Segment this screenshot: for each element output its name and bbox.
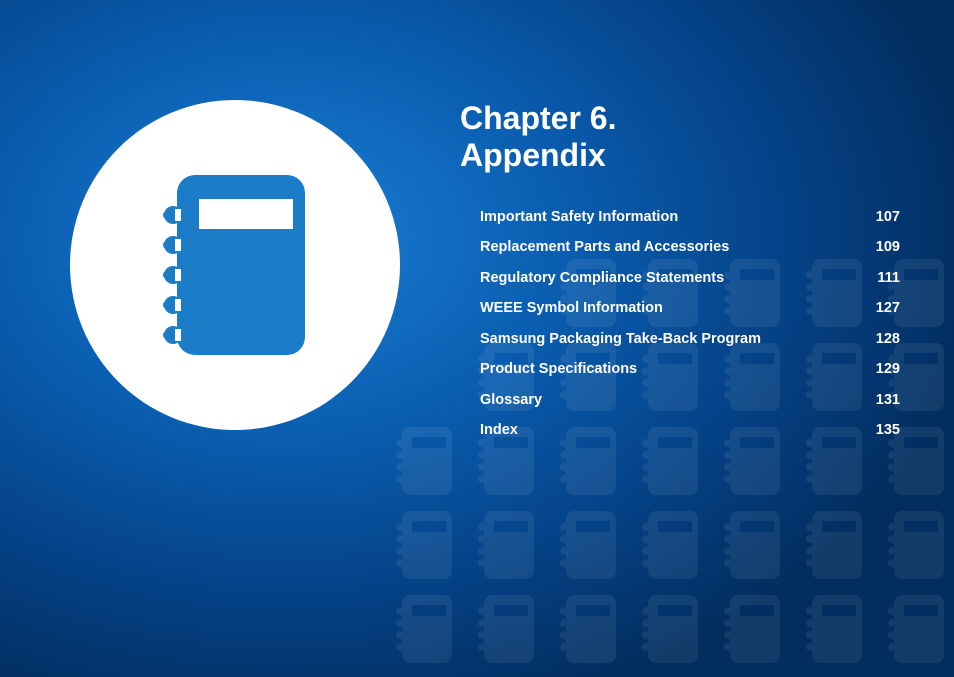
toc-item[interactable]: Index135: [480, 415, 900, 446]
toc-item[interactable]: Glossary131: [480, 385, 900, 416]
toc-item-label: Samsung Packaging Take-Back Program: [480, 332, 850, 347]
toc-item-label: Product Specifications: [480, 362, 850, 377]
toc-item-page: 107: [850, 210, 900, 225]
toc-item-label: Replacement Parts and Accessories: [480, 240, 850, 255]
chapter-title-line1: Chapter 6.: [460, 100, 616, 136]
chapter-icon-circle: [70, 100, 400, 430]
toc-item-label: Important Safety Information: [480, 210, 850, 225]
toc-item-page: 128: [850, 332, 900, 347]
chapter-title-line2: Appendix: [460, 137, 606, 173]
toc-item-page: 127: [850, 301, 900, 316]
toc-item[interactable]: Important Safety Information107: [480, 202, 900, 233]
table-of-contents: Important Safety Information107Replaceme…: [460, 202, 900, 446]
toc-item-page: 111: [850, 271, 900, 286]
toc-item[interactable]: Product Specifications129: [480, 354, 900, 385]
toc-item[interactable]: Regulatory Compliance Statements111: [480, 263, 900, 294]
toc-item-label: Index: [480, 423, 850, 438]
toc-item[interactable]: Samsung Packaging Take-Back Program128: [480, 324, 900, 355]
chapter-content: Chapter 6. Appendix Important Safety Inf…: [460, 100, 900, 446]
toc-item-label: WEEE Symbol Information: [480, 301, 850, 316]
toc-item-label: Glossary: [480, 393, 850, 408]
toc-item-page: 129: [850, 362, 900, 377]
toc-item[interactable]: WEEE Symbol Information127: [480, 293, 900, 324]
toc-item-page: 109: [850, 240, 900, 255]
toc-item-page: 131: [850, 393, 900, 408]
toc-item-label: Regulatory Compliance Statements: [480, 271, 850, 286]
chapter-title: Chapter 6. Appendix: [460, 100, 900, 174]
toc-item[interactable]: Replacement Parts and Accessories109: [480, 232, 900, 263]
toc-item-page: 135: [850, 423, 900, 438]
